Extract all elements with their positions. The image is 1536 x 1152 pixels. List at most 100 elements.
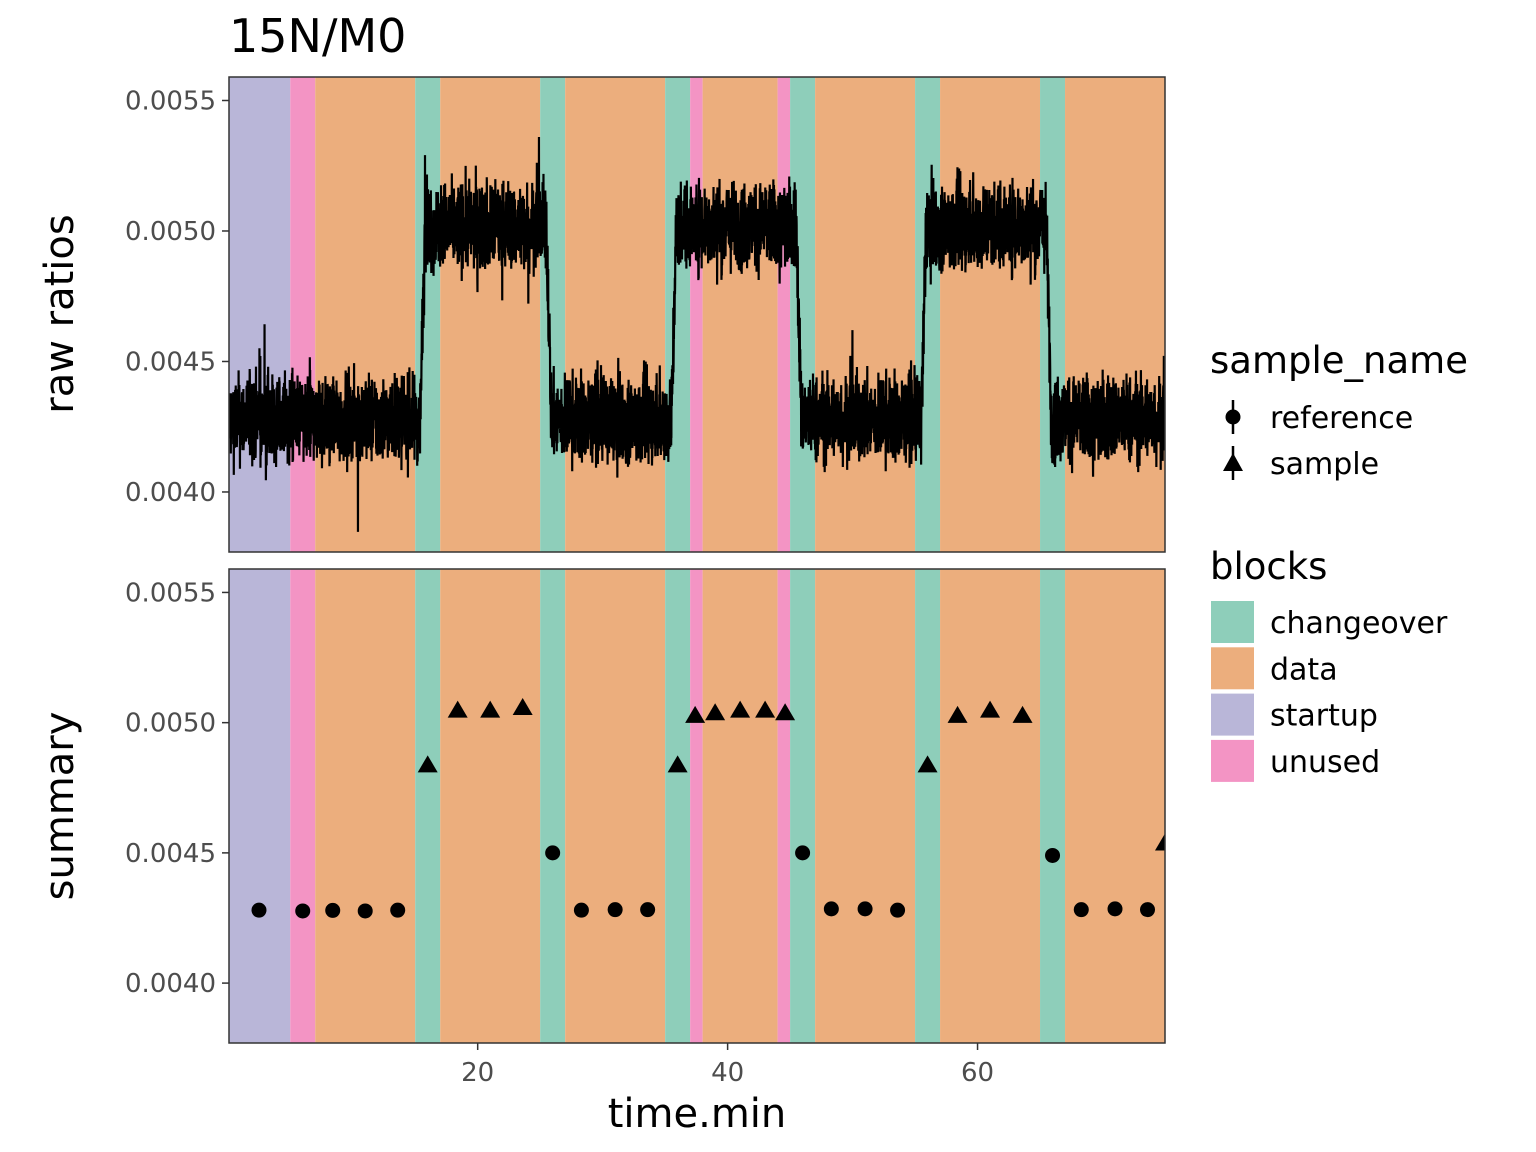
point-reference <box>1140 902 1156 918</box>
block-unused <box>777 77 791 552</box>
x-tick-label: 20 <box>461 1058 494 1088</box>
block-changeover <box>540 569 566 1043</box>
raw-ratio-trace <box>229 136 1165 532</box>
point-reference <box>640 902 656 918</box>
point-reference <box>251 902 267 918</box>
legend-swatch-data <box>1211 647 1254 690</box>
y-axis-title-summary: summary <box>37 712 83 901</box>
point-sample <box>775 703 796 721</box>
point-sample <box>685 705 706 723</box>
point-reference <box>890 902 906 918</box>
point-reference <box>795 845 811 861</box>
legend-swatch-startup <box>1211 693 1254 736</box>
summary-panel-border <box>228 568 1166 1044</box>
point-reference <box>295 903 311 919</box>
x-tick-label: 60 <box>961 1058 994 1088</box>
y-tick-label: 0.0040 <box>125 969 216 999</box>
point-reference <box>1045 847 1061 863</box>
point-reference <box>325 902 341 918</box>
legend-blocks: blocks changeover data startup unused <box>1210 545 1448 782</box>
y-tick-label: 0.0045 <box>125 839 216 869</box>
block-changeover <box>540 77 566 552</box>
summary-panel: 0.0040 0.0045 0.0050 0.0055 <box>125 568 1166 1044</box>
point-reference <box>1073 902 1089 918</box>
legend-label-changeover: changeover <box>1270 606 1448 641</box>
legend-title-blocks: blocks <box>1210 545 1327 588</box>
block-data <box>315 77 416 552</box>
point-reference <box>357 903 373 919</box>
point-reference <box>857 901 873 917</box>
block-data <box>315 569 416 1043</box>
block-data <box>565 77 666 552</box>
point-reference <box>607 902 623 918</box>
point-sample <box>705 703 726 721</box>
block-data <box>702 77 778 552</box>
block-changeover <box>790 569 816 1043</box>
raw-ratios-panel: 0.0040 0.0045 0.0050 0.0055 <box>125 76 1166 553</box>
legend-swatch-unused <box>1211 739 1254 782</box>
block-data <box>565 569 666 1043</box>
point-sample <box>1155 833 1165 851</box>
y-tick-label: 0.0040 <box>125 478 216 508</box>
legend-label-sample: sample <box>1270 447 1379 482</box>
block-changeover <box>1040 77 1066 552</box>
raw-ratios-blocks <box>229 77 1165 552</box>
point-sample <box>512 698 533 716</box>
point-sample <box>947 705 968 723</box>
block-changeover <box>915 569 941 1043</box>
block-unused <box>690 77 703 552</box>
block-unused <box>290 569 316 1043</box>
legend-swatch-changeover <box>1211 601 1254 643</box>
block-data <box>815 77 916 552</box>
block-unused <box>690 569 703 1043</box>
point-sample <box>1012 705 1033 723</box>
block-data <box>440 77 541 552</box>
point-sample <box>917 755 938 773</box>
block-data <box>940 77 1041 552</box>
legend-label-reference: reference <box>1270 401 1413 436</box>
point-reference <box>1107 901 1123 917</box>
block-changeover <box>665 569 691 1043</box>
legend-title-sample-name: sample_name <box>1210 339 1468 382</box>
y-tick-label: 0.0045 <box>125 347 216 377</box>
legend-sample-name: sample_name reference sample <box>1210 339 1468 482</box>
block-startup <box>229 569 291 1043</box>
x-axis-title: time.min <box>608 1091 787 1137</box>
point-sample <box>480 700 501 718</box>
raw-ratios-panel-border <box>228 76 1166 553</box>
legend-key-sample <box>1223 453 1243 471</box>
block-changeover <box>1040 569 1066 1043</box>
point-sample <box>417 755 438 773</box>
block-startup <box>229 77 291 552</box>
y-axis-title-raw-ratios: raw ratios <box>37 214 83 413</box>
block-changeover <box>790 77 816 552</box>
point-reference <box>545 845 561 861</box>
block-data <box>702 569 778 1043</box>
summary-blocks <box>229 569 1165 1043</box>
y-tick-label: 0.0055 <box>125 578 216 608</box>
point-sample <box>755 700 776 718</box>
block-changeover <box>415 569 441 1043</box>
y-tick-label: 0.0050 <box>125 709 216 739</box>
point-sample <box>980 700 1001 718</box>
legend-label-unused: unused <box>1270 745 1380 780</box>
block-data <box>940 569 1041 1043</box>
block-changeover <box>415 77 441 552</box>
legend-key-reference <box>1225 409 1241 425</box>
block-data <box>440 569 541 1043</box>
x-axis: 20 40 60 <box>461 1043 994 1088</box>
block-unused <box>777 569 791 1043</box>
block-data <box>1065 569 1165 1043</box>
point-reference <box>573 902 589 918</box>
block-changeover <box>915 77 941 552</box>
y-tick-label: 0.0055 <box>125 86 216 116</box>
block-data <box>1065 77 1165 552</box>
point-sample <box>730 700 751 718</box>
point-reference <box>390 902 406 918</box>
x-tick-label: 40 <box>711 1058 744 1088</box>
legend-label-startup: startup <box>1270 699 1378 734</box>
block-changeover <box>665 77 691 552</box>
legend-label-data: data <box>1270 652 1338 687</box>
block-unused <box>290 77 316 552</box>
